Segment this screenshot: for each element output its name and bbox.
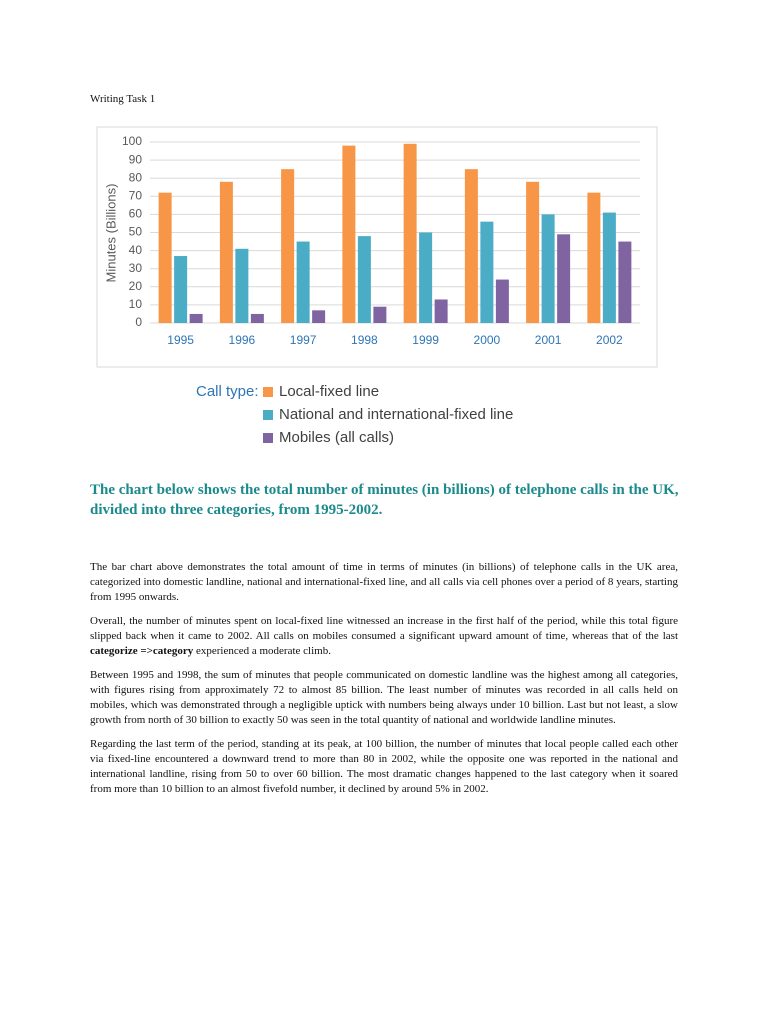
x-tick-label: 1995	[167, 333, 194, 347]
y-axis-title: Minutes (Billions)	[103, 184, 118, 283]
bar	[281, 169, 295, 323]
paragraph: The bar chart above demonstrates the tot…	[90, 561, 678, 603]
text: Overall, the number of minutes spent on …	[90, 615, 678, 642]
bar	[373, 306, 387, 323]
bar	[312, 310, 326, 323]
y-tick-label: 90	[129, 152, 143, 166]
bar	[419, 232, 433, 323]
x-tick-label: 2000	[474, 333, 501, 347]
paragraph: Overall, the number of minutes spent on …	[90, 614, 678, 659]
x-tick-label: 2001	[535, 333, 562, 347]
y-tick-label: 100	[122, 134, 142, 148]
bar	[342, 145, 356, 323]
bar	[174, 256, 188, 323]
legend-swatch	[263, 410, 273, 420]
essay: The bar chart above demonstrates the tot…	[90, 560, 678, 806]
bar	[464, 169, 478, 323]
legend-label: Mobiles (all calls)	[279, 429, 394, 446]
bar	[403, 143, 417, 323]
legend-label: National and international-fixed line	[279, 406, 513, 423]
bar	[219, 181, 233, 323]
y-tick-label: 80	[129, 170, 143, 184]
bar	[480, 221, 494, 323]
y-tick-label: 10	[129, 297, 143, 311]
paragraph: Regarding the last term of the period, s…	[90, 738, 678, 795]
y-tick-label: 70	[129, 188, 143, 202]
bar	[618, 241, 632, 323]
legend-label: Local-fixed line	[279, 383, 379, 400]
bar	[587, 192, 601, 323]
x-tick-label: 1996	[229, 333, 256, 347]
x-tick-label: 1998	[351, 333, 378, 347]
bar	[602, 212, 616, 323]
x-tick-label: 1999	[412, 333, 439, 347]
y-tick-label: 60	[129, 207, 143, 221]
bar	[434, 299, 448, 323]
y-tick-label: 0	[135, 315, 142, 329]
legend-swatch	[263, 433, 273, 443]
x-tick-label: 1997	[290, 333, 317, 347]
y-tick-label: 20	[129, 279, 143, 293]
question: The chart below shows the total number o…	[90, 482, 679, 518]
chart: Minutes (Billions) Call type: 0 10 20 30 40 5…	[96, 126, 658, 446]
bar	[296, 241, 310, 323]
bar	[526, 181, 540, 323]
chart-frame	[96, 126, 658, 368]
header-title: Writing Task 1	[90, 93, 156, 105]
x-tick-label: 2002	[596, 333, 623, 347]
y-tick-label: 40	[129, 243, 143, 257]
legend-title: Call type:	[196, 383, 259, 400]
paragraph: Between 1995 and 1998, the sum of minute…	[90, 669, 678, 726]
bar	[189, 313, 203, 323]
bar	[495, 279, 509, 323]
y-tick-label: 30	[129, 261, 143, 275]
bar	[357, 236, 371, 323]
bar	[541, 214, 555, 323]
bar	[557, 234, 571, 323]
text: experienced a moderate climb.	[193, 645, 331, 657]
bar	[250, 313, 264, 323]
bar	[235, 248, 249, 323]
legend-swatch	[263, 387, 273, 397]
y-tick-label: 50	[129, 225, 143, 239]
text-bold: categorize =>category	[90, 645, 194, 657]
bar	[158, 192, 172, 323]
